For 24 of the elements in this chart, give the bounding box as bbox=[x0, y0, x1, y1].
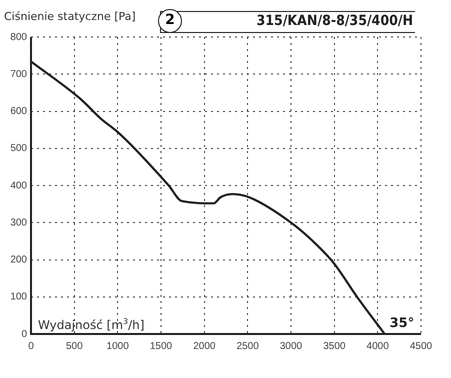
chart-title: 315/KAN/8-8/35/400/H bbox=[256, 13, 413, 29]
y-tick-label: 700 bbox=[10, 68, 28, 80]
x-tick-label: 1500 bbox=[150, 340, 173, 352]
y-tick-label: 800 bbox=[10, 32, 28, 43]
x-tick-label: 2500 bbox=[236, 340, 260, 352]
x-tick-label: 3000 bbox=[280, 340, 303, 352]
y-tick-label: 500 bbox=[10, 143, 28, 154]
y-tick-label: 400 bbox=[10, 180, 28, 192]
y-tick-label: 100 bbox=[10, 292, 28, 303]
x-tick-label: 4500 bbox=[410, 340, 433, 352]
y-tick-label: 300 bbox=[10, 217, 28, 228]
x-tick-label: 4000 bbox=[366, 340, 390, 352]
text: 2 bbox=[158, 9, 182, 33]
x-tick-label: 0 bbox=[28, 340, 34, 352]
annotation: 35° bbox=[390, 316, 414, 331]
x-axis-title: Wydajność [m$^{3}$/h] bbox=[38, 317, 144, 332]
y-axis-title: Ciśnienie statyczne [Pa] bbox=[4, 10, 136, 23]
x-tick-label: 1000 bbox=[106, 340, 130, 352]
x-tick-label: 2000 bbox=[193, 340, 216, 352]
y-tick-label: 600 bbox=[10, 106, 28, 117]
x-tick-label: 500 bbox=[66, 340, 84, 352]
x-tick-label: 3500 bbox=[323, 340, 346, 352]
y-tick-label: 0 bbox=[21, 328, 28, 340]
y-tick-label: 200 bbox=[10, 254, 28, 266]
